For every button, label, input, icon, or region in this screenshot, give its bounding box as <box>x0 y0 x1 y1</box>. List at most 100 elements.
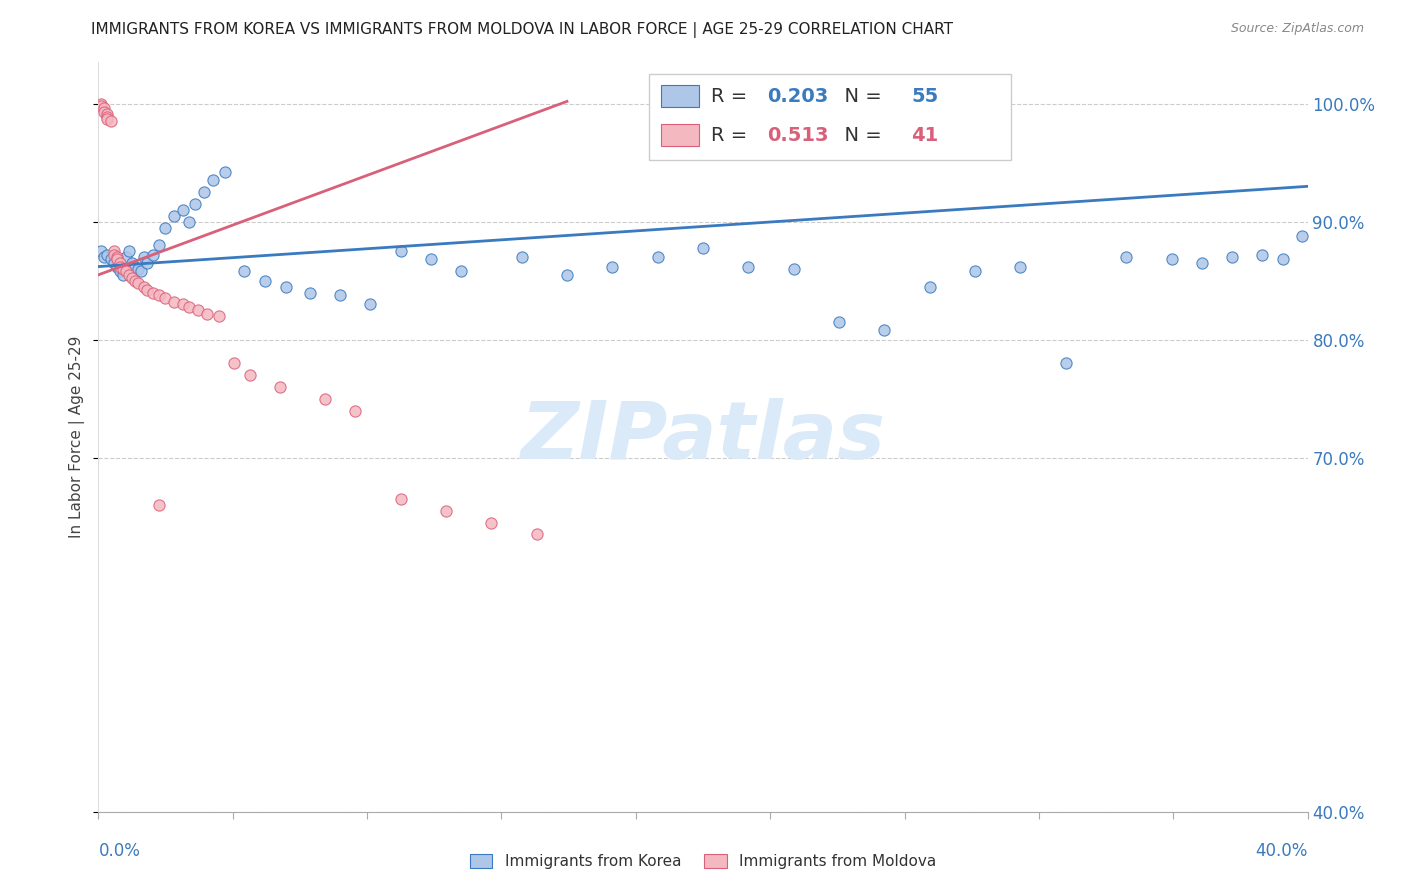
Point <box>124 274 146 288</box>
Point <box>135 256 157 270</box>
Point <box>1251 248 1274 262</box>
Text: Source: ZipAtlas.com: Source: ZipAtlas.com <box>1230 22 1364 36</box>
Point <box>783 261 806 276</box>
Point <box>105 252 128 267</box>
FancyBboxPatch shape <box>661 85 699 107</box>
Point <box>90 96 112 111</box>
Point <box>148 238 170 252</box>
Point <box>253 274 276 288</box>
Point <box>93 102 115 116</box>
Point <box>692 241 714 255</box>
Point <box>100 114 122 128</box>
Point <box>111 261 134 276</box>
Point <box>172 297 194 311</box>
Text: 41: 41 <box>911 126 938 145</box>
Point <box>828 315 851 329</box>
Point <box>90 99 112 113</box>
Point <box>647 250 669 264</box>
Point <box>1291 228 1313 243</box>
Point <box>965 264 987 278</box>
Text: IMMIGRANTS FROM KOREA VS IMMIGRANTS FROM MOLDOVA IN LABOR FORCE | AGE 25-29 CORR: IMMIGRANTS FROM KOREA VS IMMIGRANTS FROM… <box>91 22 953 38</box>
Text: 55: 55 <box>911 87 938 105</box>
Point <box>127 276 149 290</box>
Point <box>873 323 896 337</box>
Point <box>299 285 322 300</box>
Point <box>103 248 125 262</box>
Point <box>510 250 533 264</box>
Point <box>148 288 170 302</box>
Point <box>208 309 231 323</box>
Point <box>93 250 115 264</box>
Point <box>153 292 176 306</box>
Point <box>555 268 578 282</box>
Point <box>481 516 503 530</box>
Point <box>172 202 194 217</box>
Point <box>526 527 548 541</box>
Point <box>153 220 176 235</box>
Point <box>129 264 152 278</box>
Point <box>1010 260 1032 274</box>
Point <box>602 260 624 274</box>
Point <box>96 112 118 126</box>
Point <box>389 244 412 259</box>
Point <box>96 107 118 121</box>
Text: R =: R = <box>711 87 754 105</box>
Point <box>103 256 125 270</box>
Point <box>329 288 352 302</box>
Point <box>918 279 941 293</box>
Point <box>142 285 165 300</box>
Point <box>96 110 118 124</box>
Point <box>163 209 186 223</box>
Point <box>96 248 118 262</box>
Text: R =: R = <box>711 126 754 145</box>
Y-axis label: In Labor Force | Age 25-29: In Labor Force | Age 25-29 <box>69 336 86 538</box>
FancyBboxPatch shape <box>648 74 1011 160</box>
Point <box>1220 250 1243 264</box>
Point <box>269 380 291 394</box>
Point <box>224 356 246 370</box>
Point <box>100 252 122 267</box>
Point <box>108 260 131 274</box>
Point <box>142 248 165 262</box>
Point <box>111 268 134 282</box>
Text: ZIPatlas: ZIPatlas <box>520 398 886 476</box>
Point <box>314 392 336 406</box>
Point <box>187 303 209 318</box>
Point <box>105 260 128 274</box>
Point <box>93 105 115 120</box>
Point <box>1160 252 1182 267</box>
Point <box>450 264 472 278</box>
Point <box>179 300 201 314</box>
Text: N =: N = <box>832 87 889 105</box>
Point <box>121 256 143 270</box>
Point <box>344 403 367 417</box>
Point <box>1054 356 1077 370</box>
Point <box>1115 250 1137 264</box>
Point <box>1272 252 1295 267</box>
Point <box>434 504 457 518</box>
Point <box>121 271 143 285</box>
Point <box>135 283 157 297</box>
Point <box>1191 256 1213 270</box>
Point <box>193 186 215 200</box>
Legend: Immigrants from Korea, Immigrants from Moldova: Immigrants from Korea, Immigrants from M… <box>464 848 942 875</box>
Point <box>132 279 155 293</box>
Text: N =: N = <box>832 126 889 145</box>
Point <box>114 250 136 264</box>
Point <box>360 297 382 311</box>
Point <box>108 264 131 278</box>
Point <box>118 244 141 259</box>
Text: 0.513: 0.513 <box>768 126 828 145</box>
Point <box>737 260 759 274</box>
Point <box>202 173 225 187</box>
Point <box>179 215 201 229</box>
Point <box>103 244 125 259</box>
Point <box>274 279 297 293</box>
Point <box>195 307 218 321</box>
Point <box>389 491 412 506</box>
Point <box>118 268 141 282</box>
Point <box>239 368 262 383</box>
Point <box>214 165 236 179</box>
Point <box>420 252 443 267</box>
Point <box>132 250 155 264</box>
